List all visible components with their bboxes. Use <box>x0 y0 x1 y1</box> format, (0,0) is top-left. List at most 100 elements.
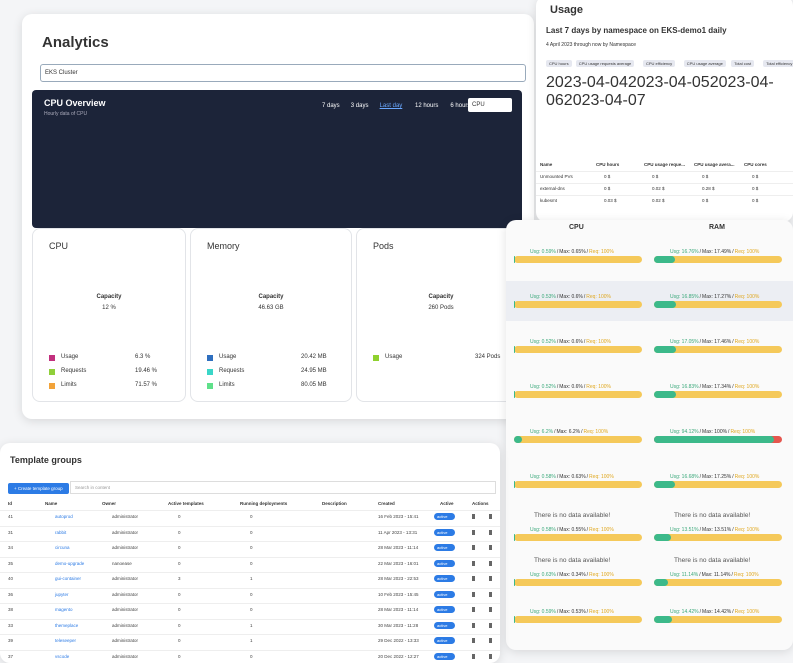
table-cell: gui-container <box>55 576 82 581</box>
usage-bar <box>654 301 676 308</box>
status-toggle[interactable]: active <box>434 606 456 613</box>
legend-label: Requests <box>61 368 87 374</box>
action-icons[interactable] <box>472 591 492 597</box>
max-label: Max: 14.42% <box>702 609 732 615</box>
status-toggle[interactable]: active <box>434 652 456 660</box>
table-cell: 0.02 $ <box>652 186 665 191</box>
req-label: Req: 100% <box>734 249 760 255</box>
create-button[interactable]: + Create template group <box>8 483 69 494</box>
table-cell: 0 <box>178 529 181 535</box>
table-cell: 0 <box>178 622 181 628</box>
legend-label: Requests <box>219 368 245 374</box>
metric-chip[interactable]: CPU usage requests average <box>575 60 635 67</box>
action-icons[interactable] <box>472 576 492 581</box>
bar-track <box>514 301 642 308</box>
cluster-select[interactable]: EKS Cluster <box>40 64 526 82</box>
bar-label: Usg: 0.59%/Max: 0.53%/Req: 100% <box>530 609 615 615</box>
metric-chip[interactable]: Total cost <box>731 60 755 67</box>
row-divider <box>536 183 793 184</box>
bar-label: Usg: 13.51%/Max: 13.51%/Req: 100% <box>670 527 760 533</box>
usage-bar <box>514 534 515 541</box>
status-toggle[interactable]: active <box>434 637 456 644</box>
table-cell: 0 <box>250 529 253 535</box>
table-cell: 3 <box>178 576 181 581</box>
separator: / <box>699 572 701 578</box>
search-input[interactable]: Search in content <box>70 481 496 494</box>
action-icons[interactable] <box>472 638 492 643</box>
separator: / <box>699 249 702 255</box>
range-button[interactable]: Last day <box>379 103 403 109</box>
action-icons[interactable] <box>472 607 492 612</box>
bar-track <box>654 391 782 398</box>
usage-bar <box>514 481 515 488</box>
max-label: Max: 17.49% <box>702 249 732 255</box>
range-button[interactable]: 3 days <box>350 103 369 109</box>
range-button[interactable]: 12 hours <box>415 103 439 109</box>
status-toggle[interactable]: active <box>434 544 456 551</box>
no-data-note: There is no data available! <box>534 557 611 564</box>
table-header: Name <box>540 162 553 167</box>
legend-label: Usage <box>219 354 237 360</box>
req-label: Req: 100% <box>734 474 760 480</box>
status-toggle[interactable]: active <box>434 528 456 536</box>
table-cell: 0 <box>178 545 181 550</box>
row-divider <box>0 603 500 604</box>
table-cell: administrator <box>112 622 139 628</box>
range-button[interactable]: 6 hours <box>450 103 471 109</box>
table-cell: 20 Dec 2022 - 12:27 <box>378 653 419 659</box>
table-cell: 1 <box>250 638 253 643</box>
metric-chip[interactable]: Total efficiency <box>763 60 793 67</box>
metric-select[interactable]: CPU <box>468 98 512 112</box>
max-label: Max: 13.51% <box>702 527 732 533</box>
max-label: Max: 0.55% <box>559 527 586 533</box>
max-label: Max: 0.6% <box>559 339 583 345</box>
metric-chip[interactable]: CPU hours <box>546 60 572 67</box>
status-toggle[interactable]: active <box>434 575 456 582</box>
table-cell: 0 <box>178 638 181 643</box>
separator: / <box>556 572 559 578</box>
usage-bar <box>654 346 676 353</box>
bar-label: Usg: 0.63%/Max: 0.34%/Req: 100% <box>530 572 615 578</box>
table-cell: 38 <box>8 607 14 612</box>
action-icons[interactable] <box>472 560 492 566</box>
metric-chip[interactable]: CPU usage average <box>683 60 726 67</box>
action-icons[interactable] <box>472 545 492 550</box>
status-toggle[interactable]: active <box>434 559 456 567</box>
req-label: Req: 100% <box>733 572 759 578</box>
column-header: Name <box>45 501 58 506</box>
table-cell: 39 <box>8 638 14 643</box>
range-button[interactable]: 7 days <box>322 103 340 109</box>
resource-card: Memory Capacity 46.63 GB Usage 20.42 MB Reque… <box>190 228 352 402</box>
usage-label: Usg: 0.58% <box>530 474 556 480</box>
legend-swatch <box>49 355 55 361</box>
card-title: Pods <box>373 241 394 251</box>
table-cell: 36 <box>8 591 14 597</box>
action-icons[interactable] <box>472 622 492 628</box>
action-icons[interactable] <box>472 653 492 659</box>
table-cell: administrator <box>112 607 139 612</box>
status-toggle[interactable]: active <box>434 513 456 520</box>
action-icons[interactable] <box>472 529 492 535</box>
req-label: Req: 100% <box>734 384 760 390</box>
row-divider <box>0 572 500 573</box>
status-toggle[interactable]: active <box>434 621 456 629</box>
usage-bar <box>654 391 676 398</box>
usage-label: Usg: 13.51% <box>670 527 699 533</box>
separator: / <box>732 294 734 300</box>
legend-swatch <box>49 383 55 389</box>
max-label: Max: 17.25% <box>702 474 732 480</box>
separator: / <box>586 527 589 533</box>
legend-value: 24.95 MB <box>301 368 327 374</box>
capacity-label: Capacity <box>96 294 122 300</box>
separator: / <box>556 609 559 615</box>
metric-chip[interactable]: CPU efficiency <box>643 60 676 67</box>
separator: / <box>699 294 702 300</box>
separator: / <box>586 609 589 615</box>
status-toggle[interactable]: active <box>434 590 456 598</box>
panel-title: Template groups <box>10 455 82 465</box>
max-label: Max: 0.6% <box>559 294 583 300</box>
separator: / <box>732 384 734 390</box>
req-label: Req: 100% <box>589 474 614 480</box>
action-icons[interactable] <box>472 514 492 519</box>
